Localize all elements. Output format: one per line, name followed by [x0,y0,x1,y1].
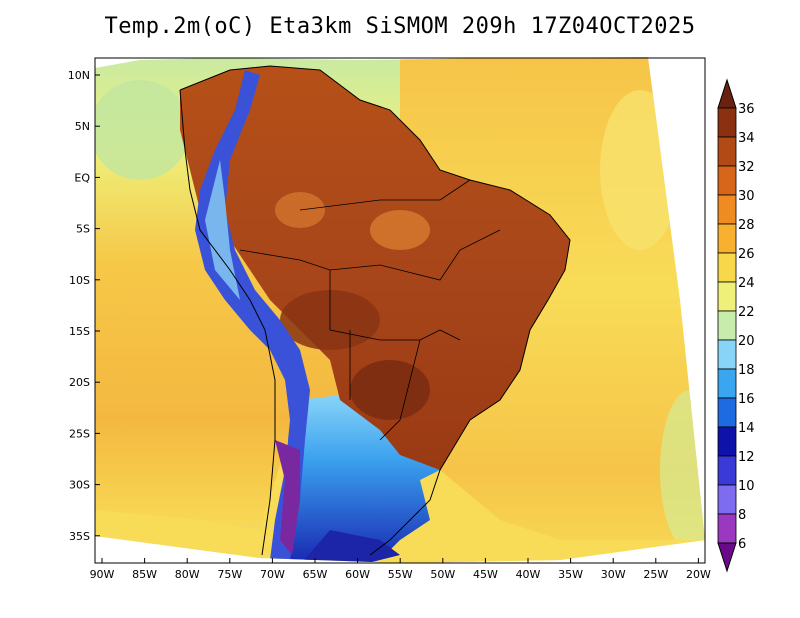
colorbar-level-label: 32 [738,160,755,175]
colorbar-level-label: 26 [738,247,755,262]
lon-tick-label: 50W [430,568,455,581]
lon-tick-label: 80W [175,568,200,581]
coastline-west [179,89,276,556]
colorbar-segment [717,397,737,428]
lon-tick-label: 75W [217,568,242,581]
lon-tick-label: 45W [473,568,498,581]
andes-very-cold [275,440,300,555]
lat-tick-label: 30S [69,479,90,492]
lat-tick-label: 10N [68,69,90,82]
colorbar-segment [717,194,737,225]
warm-patch [370,210,430,250]
colorbar-segment [717,484,737,515]
colorbar-segment [717,252,737,283]
colorbar-level-label: 34 [738,131,755,146]
cold-core-south [300,530,400,563]
colorbar-segment [717,223,737,254]
lon-tick-label: 70W [260,568,285,581]
colorbar-segment [717,136,737,167]
latitude-axis: 10N 5N EQ 5S 10S 15S 20S 25S 30S 35S [68,69,100,543]
lat-tick-label: 5N [75,120,90,133]
colorbar-level-label: 22 [738,305,755,320]
colorbar-segment [717,107,737,138]
colorbar-level-label: 24 [738,276,755,291]
hot-core-south [350,360,430,420]
colorbar-level-label: 36 [738,102,755,117]
colorbar-segment [717,165,737,196]
lat-tick-label: 25S [69,427,90,440]
lon-tick-label: 65W [303,568,328,581]
colorbar-level-label: 30 [738,189,755,204]
colorbar-segment [717,455,737,486]
colorbar-top-arrow [717,78,737,109]
lon-tick-label: 60W [345,568,370,581]
lat-tick-label: 15S [69,325,90,338]
map-title: Temp.2m(oC) Eta3km SiSMOM 209h 17Z04OCT2… [104,14,696,39]
lat-tick-label: 5S [76,223,90,236]
continental-land-field [180,66,570,470]
cool-ocean-patch [95,80,190,180]
colorbar-level-label: 10 [738,479,755,494]
lon-tick-label: 35W [558,568,583,581]
lon-tick-label: 55W [388,568,413,581]
colorbar-bottom-arrow [717,542,737,573]
lat-tick-label: EQ [74,171,90,184]
colorbar-level-label: 16 [738,392,755,407]
lat-tick-label: 35S [69,530,90,543]
colorbar-segment [717,339,737,370]
lon-tick-label: 90W [90,568,115,581]
political-borders [239,179,501,441]
colorbar-segment [717,368,737,399]
colorbar-level-label: 8 [738,508,746,523]
longitude-axis: 90W 85W 80W 75W 70W 65W 60W 55W 50W 45W 40W 35W 30W 2… [90,558,711,581]
lon-tick-label: 30W [601,568,626,581]
colorbar-segment [717,281,737,312]
lon-tick-label: 40W [516,568,541,581]
lat-tick-label: 20S [69,376,90,389]
atlantic-patch [600,90,680,250]
colorbar-level-label: 18 [738,363,755,378]
lon-tick-label: 85W [132,568,157,581]
colorbar-segment [717,513,737,544]
andes-slope [205,160,240,300]
atlantic-cool-patch [660,390,705,550]
colorbar-level-label: 20 [738,334,755,349]
colorbar-segment [717,310,737,341]
colorbar-level-label: 6 [738,537,746,552]
colorbar-level-label: 14 [738,421,755,436]
colorbar-segment [717,426,737,457]
lon-tick-label: 20W [686,568,711,581]
coastline-east [179,65,571,556]
colorbar-level-label: 28 [738,218,755,233]
lat-tick-label: 10S [69,274,90,287]
colorbar-level-label: 12 [738,450,755,465]
southern-cold-region [290,395,440,560]
lon-tick-label: 25W [643,568,668,581]
temperature-field [95,57,705,563]
temperature-colorbar: 36 34 32 30 28 26 24 22 20 18 16 14 12 10 8 6 [717,78,755,573]
